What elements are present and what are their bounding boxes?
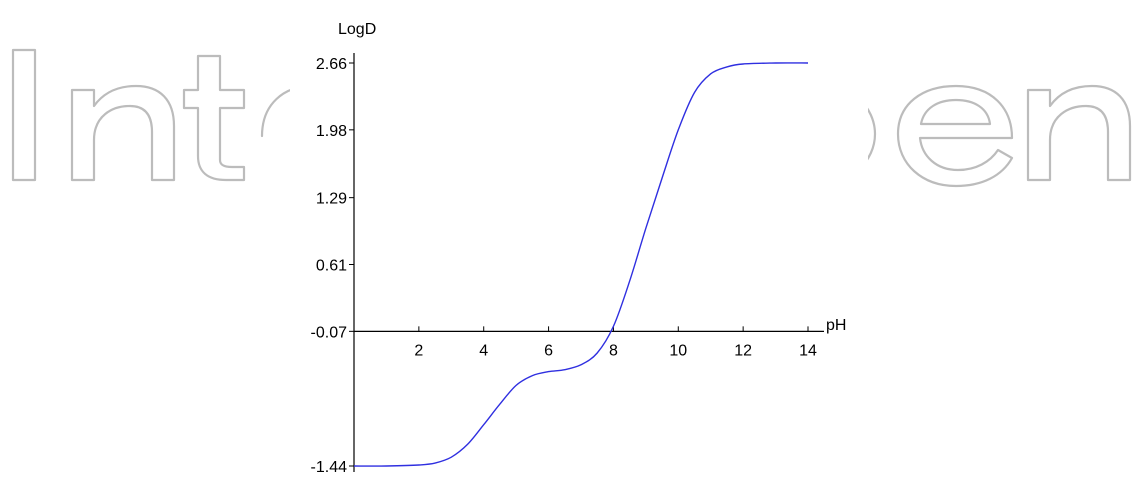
series-layer [353, 62, 809, 467]
logd-ph-chart: LogD pH -1.44 -0.07 0.61 1.29 1.98 2.66 2 4 6 8 1… [311, 21, 847, 476]
x-axis-title: pH [826, 317, 846, 334]
y-axis-ticks: -1.44 -0.07 0.61 1.29 1.98 2.66 [311, 56, 354, 476]
y-tick-label: -1.44 [311, 459, 348, 476]
x-tick-label: 2 [414, 342, 423, 359]
x-tick-label: 8 [609, 342, 618, 359]
logd-curve [353, 62, 809, 467]
y-tick-label: 2.66 [316, 56, 347, 73]
x-tick-label: 4 [479, 342, 488, 359]
x-tick-label: 12 [734, 342, 752, 359]
y-tick-label: 0.61 [316, 258, 347, 275]
y-tick-label: 1.29 [316, 191, 347, 208]
x-tick-label: 6 [544, 342, 553, 359]
y-axis-title: LogD [338, 21, 376, 38]
chart-panel: LogD pH -1.44 -0.07 0.61 1.29 1.98 2.66 2 4 6 8 1… [290, 8, 868, 479]
y-tick-label: 1.98 [316, 123, 347, 140]
x-tick-label: 14 [799, 342, 817, 359]
x-tick-label: 10 [669, 342, 687, 359]
x-axis-ticks: 2 4 6 8 10 12 14 [414, 326, 817, 359]
y-tick-label: -0.07 [311, 324, 348, 341]
